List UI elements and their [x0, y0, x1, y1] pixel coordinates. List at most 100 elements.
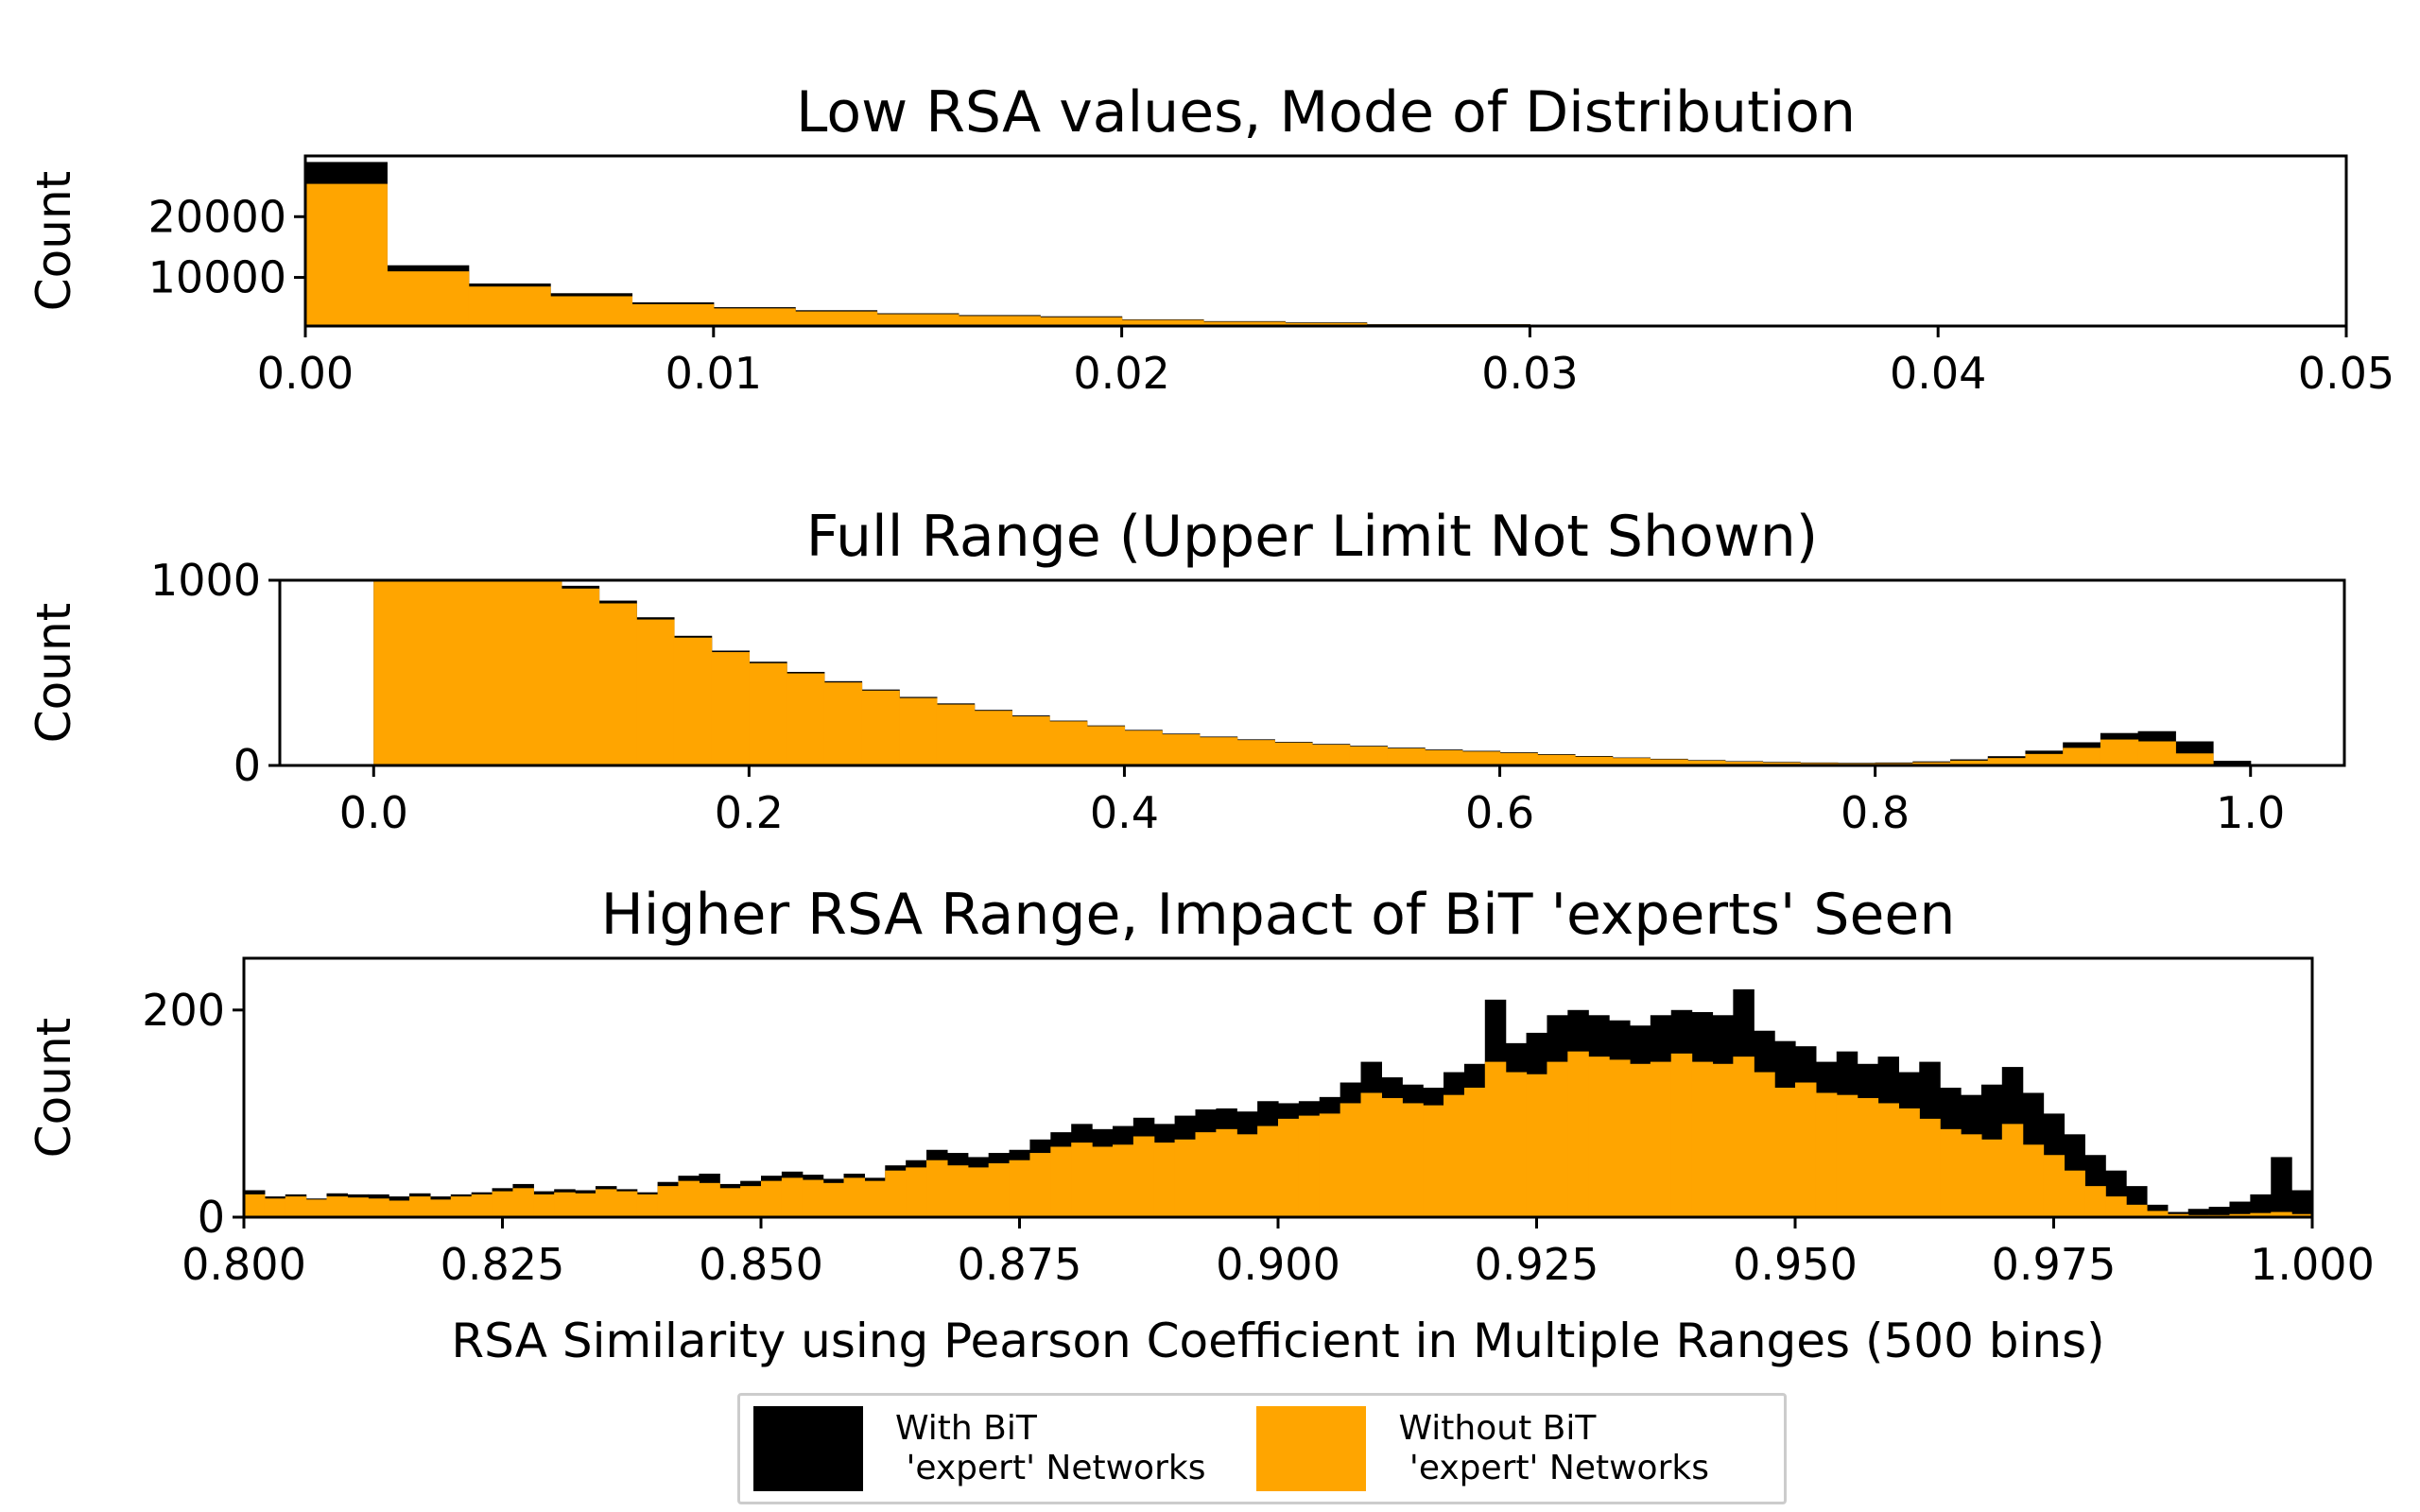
bar	[1980, 1139, 2003, 1217]
bar	[368, 1198, 389, 1217]
y-tick-label: 200	[142, 985, 225, 1036]
x-tick-label: 0.950	[1733, 1239, 1858, 1290]
bar	[1009, 1160, 1031, 1217]
bar	[740, 1186, 762, 1217]
bar	[1733, 1057, 1754, 1217]
bar	[1174, 1139, 1197, 1217]
y-tick-label: 0	[198, 1192, 225, 1243]
bar	[244, 1194, 266, 1217]
bar	[1724, 762, 1764, 765]
bar	[1505, 1072, 1528, 1217]
x-tick-label: 1.0	[2216, 787, 2285, 838]
bar	[1349, 747, 1389, 765]
bar	[795, 311, 878, 326]
bar	[1216, 1128, 1237, 1217]
bar	[1086, 726, 1126, 765]
bar	[1795, 1082, 1817, 1217]
bar	[285, 1196, 307, 1217]
bar	[1112, 1144, 1134, 1217]
bar	[1236, 1134, 1258, 1217]
bar	[1526, 1074, 1548, 1217]
bar	[1836, 1094, 1858, 1217]
bar	[561, 588, 600, 765]
bar	[373, 580, 412, 765]
bar	[387, 271, 470, 326]
bar	[2126, 1204, 2148, 1217]
bar	[450, 1196, 473, 1217]
bar	[2064, 1170, 2085, 1217]
bar	[471, 1194, 493, 1217]
bar	[711, 652, 750, 765]
bar	[1050, 1146, 1072, 1217]
bar	[1650, 1061, 1672, 1217]
y-tick-label: 20000	[148, 191, 286, 242]
bar	[1499, 752, 1538, 765]
x-tick-label: 0.875	[958, 1239, 1082, 1290]
bar	[533, 1194, 555, 1217]
bar	[1774, 1088, 1796, 1217]
bar	[1049, 721, 1088, 765]
chart-title: Full Range (Upper Limit Not Shown)	[806, 504, 1818, 570]
bar	[1588, 1057, 1610, 1217]
bar	[389, 1200, 410, 1217]
bar	[761, 1180, 783, 1217]
bar	[486, 580, 525, 765]
x-tick-label: 0.6	[1465, 787, 1534, 838]
bar	[1387, 747, 1426, 765]
bar	[974, 711, 1012, 765]
bar	[926, 1160, 948, 1217]
bar	[305, 1199, 328, 1217]
bar	[2146, 1211, 2169, 1217]
bar	[936, 704, 976, 765]
plot-area	[305, 162, 1694, 326]
bar	[1912, 762, 1951, 765]
bar	[1132, 1136, 1155, 1217]
chart-title: Low RSA values, Mode of Distribution	[796, 79, 1856, 146]
bar	[1202, 321, 1286, 326]
bar	[899, 697, 938, 765]
bar	[1877, 1103, 1899, 1217]
bar	[2022, 1144, 2045, 1217]
bar	[468, 286, 551, 326]
bar	[988, 1163, 1011, 1217]
bar	[1319, 1113, 1341, 1217]
bar	[1029, 1153, 1051, 1217]
bar	[1919, 1118, 1941, 1217]
bar	[2100, 739, 2139, 765]
bar	[1285, 322, 1368, 326]
bar	[1484, 1061, 1507, 1217]
bar	[2025, 753, 2064, 765]
bar	[1153, 1143, 1176, 1217]
bar	[802, 1179, 824, 1217]
bar	[822, 1182, 845, 1217]
legend: With BiT 'expert' Networks Without BiT 'e…	[737, 1393, 1787, 1504]
bar	[749, 662, 787, 765]
legend-label: With BiT 'expert' Networks	[895, 1409, 1206, 1487]
bar	[492, 1191, 514, 1217]
y-axis-label: Count	[26, 1018, 81, 1159]
bar	[2043, 1155, 2066, 1217]
bar	[1612, 758, 1651, 765]
bar	[1754, 1072, 1775, 1217]
bar	[1567, 1051, 1589, 1217]
bar	[1199, 737, 1238, 765]
bar	[1898, 1108, 1920, 1217]
bar	[2187, 1209, 2210, 1217]
bar	[429, 1199, 452, 1217]
bar	[906, 1167, 927, 1217]
bar	[1670, 1053, 1693, 1217]
bar	[1092, 1146, 1114, 1217]
bar	[1463, 1088, 1486, 1217]
legend-swatch	[753, 1406, 863, 1491]
bar	[2291, 1190, 2312, 1217]
x-tick-label: 0.04	[1890, 348, 1986, 399]
bar	[1425, 749, 1463, 765]
axes-frame	[303, 154, 2348, 328]
bar	[2229, 1213, 2251, 1217]
bar	[1121, 319, 1204, 326]
bar	[673, 637, 713, 765]
bar	[550, 296, 633, 326]
bar	[1162, 734, 1201, 765]
